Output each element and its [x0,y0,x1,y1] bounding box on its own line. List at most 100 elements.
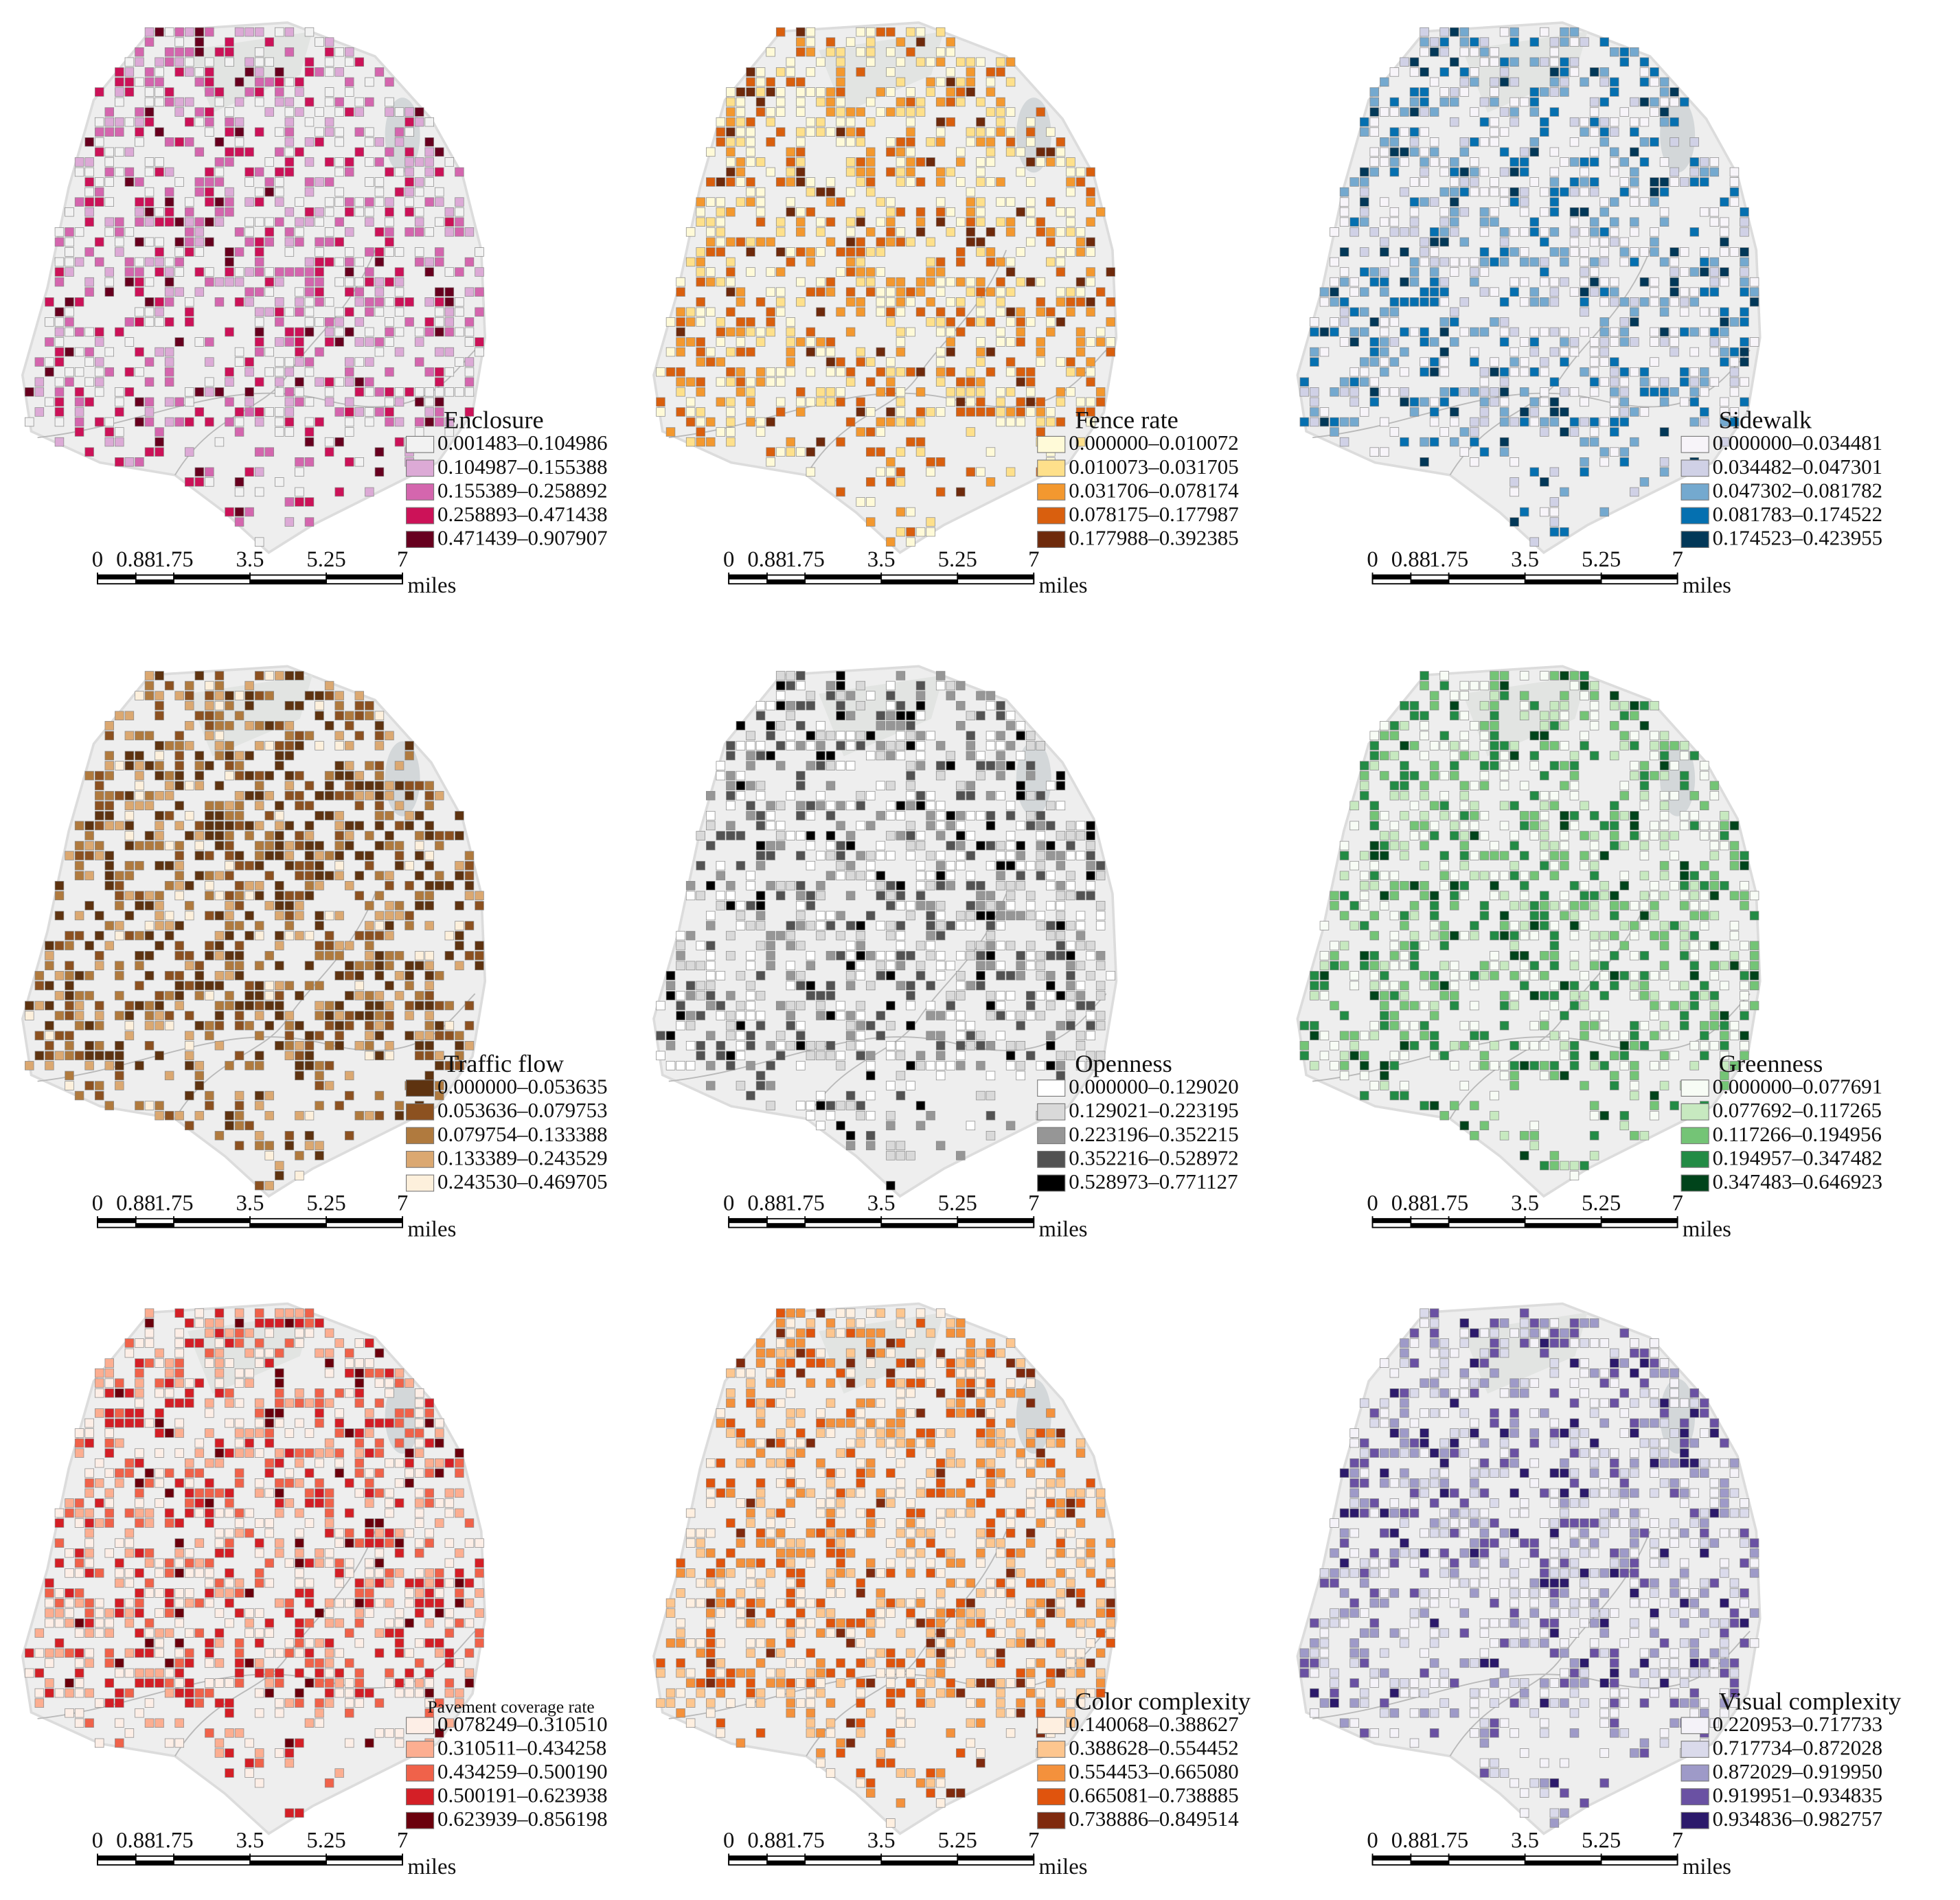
grid-cell [1509,27,1519,37]
grid-cell [185,57,194,67]
grid-cell [54,397,65,407]
grid-cell [164,911,174,921]
grid-cell [1380,831,1389,840]
grid-cell [104,860,114,871]
grid-cell [876,711,886,720]
grid-cell [1639,921,1650,930]
grid-cell [786,207,795,217]
grid-cell [424,1051,434,1061]
grid-cell [225,741,234,751]
grid-cell [164,921,174,930]
grid-cell [1450,881,1459,891]
grid-cell [1589,831,1599,840]
grid-cell [1479,397,1490,407]
grid-cell [856,357,865,367]
grid-cell [1479,227,1490,237]
grid-cell [1420,157,1429,167]
grid-cell [736,237,746,247]
grid-cell [956,851,966,860]
grid-cell [315,981,324,991]
grid-cell [295,307,304,317]
grid-cell [1459,731,1470,741]
grid-cell [726,831,736,840]
grid-cell [155,157,164,167]
grid-cell [896,711,906,720]
grid-cell [104,881,114,891]
grid-cell [1095,901,1106,911]
grid-cell [254,1011,264,1020]
grid-cell [1679,741,1689,751]
grid-cell [985,821,996,831]
grid-cell [775,27,786,37]
scale-bar-segment [1525,579,1602,584]
grid-cell [1499,167,1509,177]
grid-cell [1470,680,1479,691]
grid-cell [1389,790,1400,801]
grid-cell [736,971,746,981]
grid-cell [315,67,324,77]
grid-cell [856,47,865,57]
grid-cell [225,257,234,267]
grid-cell [886,901,896,911]
grid-cell [414,950,424,961]
grid-cell [1580,307,1589,317]
grid-cell [775,267,786,277]
grid-cell [315,1081,324,1090]
grid-cell [444,1000,455,1011]
grid-cell [414,417,424,427]
grid-cell [225,840,234,851]
grid-cell [185,297,194,307]
grid-cell [1519,671,1529,680]
grid-cell [746,157,755,167]
grid-cell [866,377,876,387]
grid-cell [1549,347,1560,357]
grid-cell [54,337,65,347]
grid-cell [1650,700,1659,711]
grid-cell [1409,137,1420,147]
grid-cell [746,801,755,811]
scale-bar-label: 5.25 [938,547,977,572]
grid-cell [225,367,234,377]
grid-cell [315,267,324,277]
grid-cell [676,287,685,297]
grid-cell [464,851,475,860]
grid-cell [1709,881,1720,891]
grid-cell [786,317,795,327]
grid-cell [656,407,665,417]
grid-cell [84,840,94,851]
grid-cell [1650,247,1659,257]
grid-cell [365,1000,374,1011]
grid-cell [1359,761,1369,770]
scale-bar-segment [957,575,1034,580]
grid-cell [1359,851,1369,860]
grid-cell [254,790,264,801]
grid-cell [1359,177,1369,187]
grid-cell [816,117,825,127]
grid-cell [1429,700,1439,711]
grid-cell [275,387,284,397]
grid-cell [766,821,775,831]
grid-cell [706,1081,716,1090]
grid-cell [1420,327,1429,337]
grid-cell [956,217,966,227]
grid-cell [214,167,225,177]
grid-cell [264,217,274,227]
grid-cell [1519,901,1529,911]
grid-cell [845,1041,856,1051]
grid-cell [1490,137,1499,147]
grid-cell [825,187,836,197]
grid-cell [935,831,946,840]
grid-cell [1016,840,1025,851]
grid-cell [1619,711,1630,720]
grid-cell [295,77,304,87]
grid-cell [786,941,795,950]
grid-cell [1619,387,1630,397]
grid-cell [1670,831,1679,840]
grid-cell [1429,930,1439,941]
grid-cell [1619,297,1630,307]
grid-cell [726,770,736,781]
grid-cell [1630,97,1639,107]
grid-cell [74,1020,84,1031]
grid-cell [1429,337,1439,347]
grid-cell [966,790,976,801]
